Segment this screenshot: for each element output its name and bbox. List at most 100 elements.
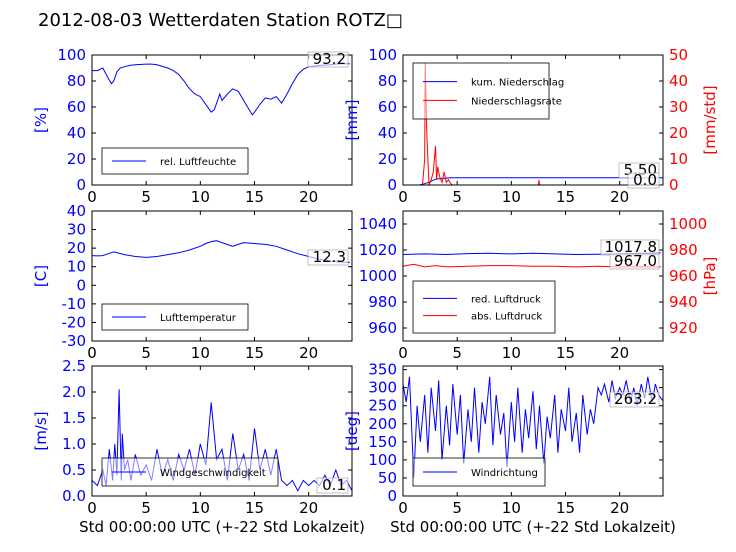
y-tick-label: 980 [368, 293, 397, 311]
y-tick-label: 300 [368, 379, 397, 397]
x-tick-label: 0 [87, 188, 97, 206]
legend-box [412, 280, 556, 334]
y-tick-label: 1020 [359, 241, 397, 259]
y-tick-label: 50 [378, 469, 397, 487]
y2-tick-label: 40 [669, 72, 688, 90]
series-group [92, 63, 350, 116]
y-tick-label: -10 [62, 295, 87, 313]
y2-axis-label: [mm/std] [701, 85, 719, 154]
page-title: 2012-08-03 Wetterdaten Station ROTZ□ [38, 10, 403, 31]
series-line-temperature-0 [92, 240, 350, 263]
y-axis-label: [m/s] [32, 411, 50, 450]
legend-label: Windgeschwindigkeit [160, 468, 266, 479]
legend-label: Windrichtung [471, 468, 538, 479]
x-tick-label: 20 [610, 188, 629, 206]
legend-label: Lufttemperatur [160, 313, 237, 324]
y2-tick-label: 1000 [669, 215, 707, 233]
legend-label: red. Luftdruck [471, 294, 541, 305]
readout-value: 1017.8 [605, 238, 658, 256]
x-tick-label: 15 [245, 499, 264, 517]
readout-box [627, 172, 660, 189]
y-axis-label: [mm] [343, 100, 361, 141]
y-tick-label: 0 [387, 176, 397, 194]
y-tick-label: 2.5 [62, 357, 86, 375]
readout-box [609, 253, 660, 270]
x-tick-label: 5 [452, 344, 462, 362]
y-tick-label: 40 [67, 202, 86, 220]
plot-frame [91, 54, 353, 186]
chart-pressure: 0 5 10 15 20 960 980 1000 1020 1040 920 940 960 980 10… [359, 210, 719, 362]
x-tick-label: 20 [299, 499, 318, 517]
legend: red. Luftdruck abs. Luftdruck [412, 280, 556, 334]
y2-axis-label: [hPa] [701, 257, 719, 296]
readout-box [307, 51, 349, 68]
y2-tick-label: 980 [669, 241, 698, 259]
x-tick-label: 10 [502, 344, 521, 362]
x-tick-label: 5 [452, 499, 462, 517]
x-tick-label: 20 [610, 499, 629, 517]
x-tick-label: 10 [191, 499, 210, 517]
legend-box [412, 62, 550, 120]
legend-label: Niederschlagsrate [471, 96, 562, 107]
y-tick-label: 1.5 [62, 409, 86, 427]
y2-tick-label: 30 [669, 98, 688, 116]
plot-frame [402, 54, 664, 186]
y2-tick-label: 10 [669, 150, 688, 168]
x-tick-label: 20 [610, 344, 629, 362]
chart-windspeed: 0 5 10 15 20 0.0 0.5 1.0 1.5 2.0 2.5 [m/s] Std 00:00… [32, 357, 365, 536]
x-tick-label: 5 [452, 188, 462, 206]
y-tick-label: 350 [368, 361, 397, 379]
y-tick-label: 0.5 [62, 461, 86, 479]
y-tick-label: 150 [368, 433, 397, 451]
y-tick-label: 20 [378, 150, 397, 168]
y-tick-label: 2.0 [62, 383, 86, 401]
y-tick-label: 0 [387, 487, 397, 505]
readout-value: 12.3 [313, 248, 346, 266]
chart-precipitation: 0 5 10 15 20 0 20 40 60 80 100 0 10 20 30 40 50 [mm] [mm/s… [343, 46, 719, 206]
series-group [403, 376, 663, 478]
x-tick-label: 0 [398, 499, 408, 517]
y-tick-label: -20 [62, 313, 87, 331]
plot-frame [91, 210, 353, 342]
y2-tick-label: 20 [669, 124, 688, 142]
y2-tick-label: 940 [669, 293, 698, 311]
x-tick-label: 10 [502, 188, 521, 206]
legend-label: kum. Niederschlag [471, 78, 564, 89]
x-tick-label: 20 [299, 344, 318, 362]
readout-value: 967.0 [614, 252, 657, 270]
y-tick-label: 10 [67, 258, 86, 276]
y-tick-label: 0.0 [62, 487, 86, 505]
x-tick-label: 0 [87, 344, 97, 362]
x-tick-label: 0 [87, 499, 97, 517]
y-tick-label: 40 [378, 124, 397, 142]
y-tick-label: 100 [57, 46, 86, 64]
legend-label: abs. Luftdruck [471, 312, 542, 323]
y-tick-label: 20 [67, 239, 86, 257]
y-tick-label: -30 [62, 332, 87, 350]
series-line-winddir-0 [403, 376, 663, 478]
readout-value: 93.2 [313, 50, 346, 68]
legend: Windgeschwindigkeit [101, 457, 279, 487]
y-tick-label: 60 [67, 98, 86, 116]
x-tick-label: 10 [191, 188, 210, 206]
x-tick-label: 15 [245, 344, 264, 362]
y-tick-label: 200 [368, 415, 397, 433]
y-tick-label: 1000 [359, 267, 397, 285]
x-tick-label: 0 [398, 344, 408, 362]
y2-tick-label: 0 [669, 176, 679, 194]
y2-tick-label: 920 [669, 319, 698, 337]
readout-box [609, 391, 660, 408]
readout-box [316, 477, 349, 494]
y-tick-label: 20 [67, 150, 86, 168]
x-tick-label: 10 [502, 499, 521, 517]
y-tick-label: 960 [368, 319, 397, 337]
legend: kum. Niederschlag Niederschlagsrate [412, 62, 564, 120]
readout-value: 0.1 [322, 476, 346, 494]
readout-value: 0.0 [633, 171, 657, 189]
x-tick-label: 15 [245, 188, 264, 206]
x-tick-label: 5 [141, 499, 151, 517]
y-tick-label: 80 [378, 72, 397, 90]
y2-tick-label: 50 [669, 46, 688, 64]
y-tick-label: 80 [67, 72, 86, 90]
